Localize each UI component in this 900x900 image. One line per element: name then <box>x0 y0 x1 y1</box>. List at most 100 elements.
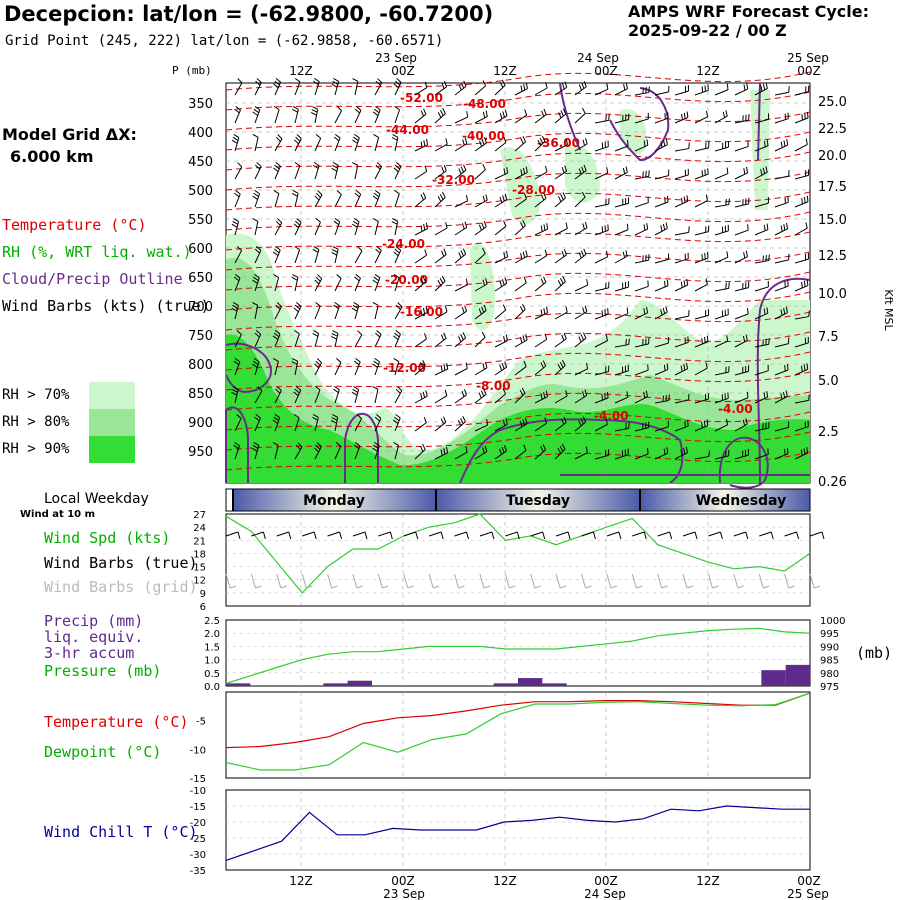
wind-barb-flag <box>605 250 609 257</box>
pressure-tick: 400 <box>188 126 213 141</box>
wind-barb <box>734 397 749 404</box>
wind-barb <box>514 449 527 460</box>
wind-barb-flag <box>332 414 338 418</box>
wind-barb-grid <box>229 585 237 589</box>
wind-barb <box>474 253 486 264</box>
wind-barb <box>354 334 363 348</box>
wind-barb-flag <box>292 108 298 113</box>
wind-barb-flag <box>482 164 486 170</box>
wind-barb <box>234 389 239 404</box>
wind-barb-flag <box>395 413 401 419</box>
wind-barb <box>674 284 688 292</box>
wind-barb-flag <box>784 365 786 372</box>
wind-barb-flag <box>523 193 527 200</box>
wind-barb <box>394 277 400 292</box>
wind-barb <box>694 147 709 152</box>
wind-barb <box>394 361 400 376</box>
wind-barb <box>454 253 467 264</box>
temperature-contour <box>225 71 811 91</box>
wind-barb-flag <box>292 274 299 278</box>
wind-barb-flag <box>463 80 467 87</box>
wind-barb-flag <box>372 363 378 368</box>
wind-barb-flag <box>705 194 708 201</box>
wind-barb-flag <box>783 224 786 231</box>
wind-barb-flag <box>701 337 703 345</box>
wind-barb-true <box>327 531 340 537</box>
wind-barb-flag <box>780 309 783 316</box>
wind-barb <box>354 418 363 432</box>
wind-barb-flag <box>545 82 548 89</box>
wind-barb <box>634 228 648 236</box>
wind-barb-flag <box>706 335 709 342</box>
wind-barb-true <box>694 531 698 540</box>
wind-barb-flag <box>333 77 339 82</box>
wind-barb <box>794 316 809 320</box>
wind-barb <box>274 277 280 292</box>
wind-barb-flag <box>420 393 423 400</box>
wind-barb-grid <box>610 585 618 589</box>
wind-barb-grid <box>352 573 358 589</box>
wind-barb-flag <box>478 308 482 315</box>
wind-barb <box>334 333 339 348</box>
wind-barb-flag <box>374 189 381 195</box>
wind-barb-flag <box>234 192 240 198</box>
wind-barb-flag <box>484 361 488 368</box>
wind-barb-flag <box>557 280 562 286</box>
pressure-tick: 1000 <box>820 616 845 627</box>
wind-barb-flag <box>444 305 448 312</box>
pressure-label: Pressure (mb) <box>44 662 162 680</box>
wind-barb-flag <box>478 392 482 399</box>
pressure-tick: 500 <box>188 184 213 199</box>
wind-chill-label: Wind Chill T (°C) <box>44 823 198 841</box>
wind-barb-flag <box>705 362 708 369</box>
wind-barb-flag <box>277 134 283 140</box>
wind-barb <box>374 82 383 96</box>
wind-barb <box>534 281 547 292</box>
wind-barb <box>394 137 399 152</box>
wind-barb-flag <box>273 167 279 173</box>
wind-barb-flag <box>437 279 442 286</box>
wind-barb-true <box>364 531 368 540</box>
wind-barb <box>534 197 547 208</box>
wind-barb-true <box>262 531 266 540</box>
wind-barb-flag <box>424 81 428 88</box>
wind-barb-flag <box>372 386 379 390</box>
wind-barb <box>234 82 243 96</box>
wind-barb-flag <box>663 140 666 147</box>
wind-barb-flag <box>522 251 526 258</box>
wind-barb <box>494 450 507 460</box>
wind-barb <box>734 339 748 348</box>
wind-barb <box>314 362 323 376</box>
wind-barb-flag <box>545 390 548 397</box>
wind-barb-flag <box>543 308 546 315</box>
wind-barb-grid <box>758 573 764 589</box>
wind-barb-flag <box>256 78 262 83</box>
wind-barb <box>634 118 649 124</box>
cloud-outline <box>344 412 379 483</box>
wind-barb-grid <box>661 585 668 589</box>
wind-barb-flag <box>522 335 526 342</box>
wind-barb-flag <box>706 251 709 259</box>
wind-barb-flag <box>560 278 564 284</box>
wind-barb <box>374 389 379 404</box>
wind-barb-flag <box>313 447 319 453</box>
wind-barb-flag <box>274 329 281 335</box>
wind-barb-flag <box>626 307 629 314</box>
wind-barb <box>534 422 547 432</box>
wind-barb-flag <box>625 82 628 89</box>
wind-barb-flag <box>503 168 506 175</box>
wind-barb-flag <box>353 385 359 390</box>
wind-barb-flag <box>803 448 806 455</box>
wind-barb-flag <box>312 416 318 421</box>
wind-barb-flag <box>424 249 428 256</box>
wind-barb <box>234 277 241 292</box>
wind-barb <box>474 85 486 96</box>
wind-barb <box>774 175 789 180</box>
wind-barb-flag <box>562 359 566 366</box>
wind-barb <box>454 143 468 152</box>
wind-barb-flag <box>397 302 403 308</box>
wind-barb <box>754 453 769 460</box>
bottom-hour-tick: 00Z <box>391 874 415 888</box>
temperature-contour <box>225 411 811 431</box>
pressure-tick: 980 <box>820 669 839 680</box>
